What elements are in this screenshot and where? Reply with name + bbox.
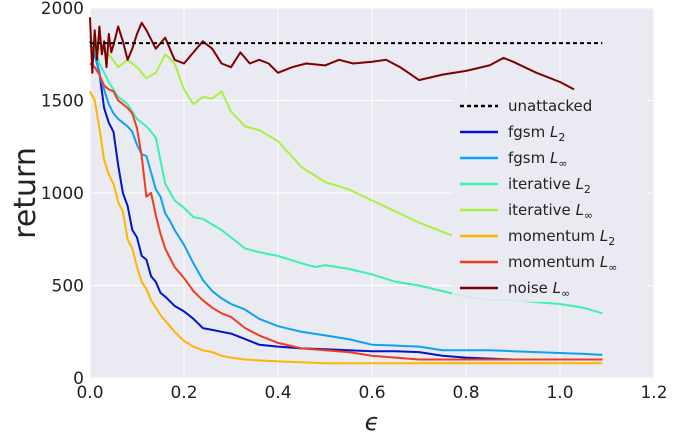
series-line-6 [89, 62, 603, 361]
tick-labels: 0.0 0.2 0.4 0.6 0.8 1.0 1.2 0 500 1000 1500 2000 [41, 0, 668, 403]
x-tick-label: 0.0 [76, 383, 103, 403]
series-line-2 [89, 44, 603, 356]
x-tick-label: 0.6 [358, 383, 385, 403]
legend: unattacked fgsm L2 fgsm L∞ iterative L2 iter… [452, 90, 648, 302]
legend-entry: momentum L∞ [508, 253, 617, 274]
y-tick-label: 0 [73, 369, 84, 389]
series-line-4 [89, 44, 453, 237]
legend-entry: noise L∞ [508, 279, 570, 300]
x-tick-label: 0.8 [452, 383, 479, 403]
series-line-5 [89, 90, 603, 365]
legend-box [452, 90, 648, 302]
legend-entry: fgsm L∞ [508, 149, 568, 170]
series-line-7 [89, 17, 575, 91]
legend-entry: iterative L2 [508, 175, 591, 196]
x-axis-label: ϵ [365, 408, 380, 436]
legend-entry: momentum L2 [508, 227, 615, 248]
legend-entry: iterative L∞ [508, 201, 593, 222]
series-line-1 [89, 40, 603, 361]
series-lines [89, 17, 603, 365]
legend-entry: unattacked [508, 97, 592, 115]
y-tick-label: 1000 [41, 184, 84, 204]
legend-entry: fgsm L2 [508, 123, 565, 144]
y-tick-label: 500 [52, 277, 84, 297]
x-tick-label: 1.2 [640, 383, 667, 403]
y-tick-label: 1500 [41, 92, 84, 112]
x-tick-label: 0.4 [264, 383, 291, 403]
x-tick-label: 1.0 [546, 383, 573, 403]
y-tick-label: 2000 [41, 0, 84, 19]
y-axis-label: return [8, 147, 43, 239]
x-tick-label: 0.2 [170, 383, 197, 403]
